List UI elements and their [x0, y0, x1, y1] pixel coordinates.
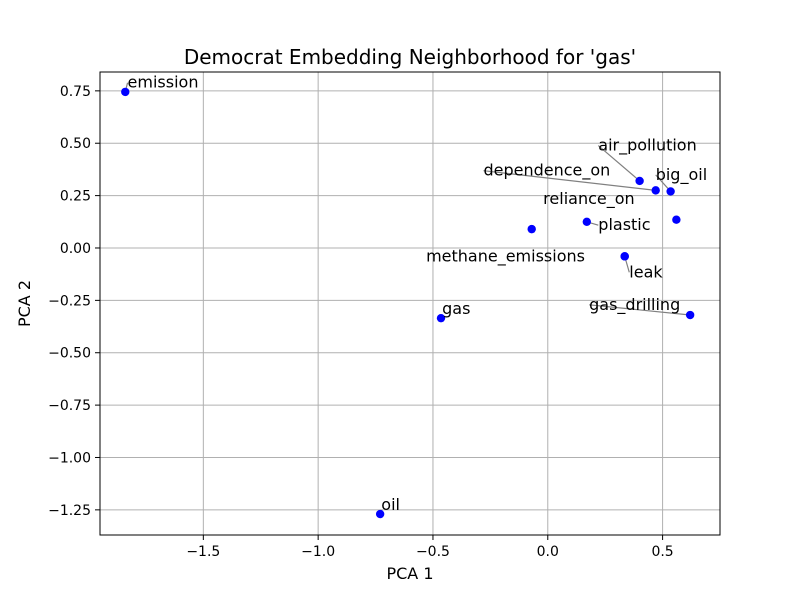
x-axis-ticks: −1.5 −1.0 −0.5 0.0 0.5: [186, 535, 674, 560]
data-point: [436, 313, 446, 323]
chart-title: Democrat Embedding Neighborhood for 'gas…: [184, 45, 636, 69]
data-point: [620, 252, 629, 261]
grid-lines: [100, 72, 720, 535]
x-tick-label: 0.5: [651, 544, 673, 560]
data-point: [527, 224, 536, 234]
data-point: [672, 215, 681, 224]
leader-line: [589, 304, 691, 316]
data-points: [121, 87, 695, 519]
point-label: dependence_on: [483, 161, 610, 181]
point-label: methane_emissions: [426, 247, 585, 267]
point-label: gas: [442, 299, 470, 318]
y-tick-label: −0.25: [48, 293, 91, 309]
point-label: plastic: [598, 215, 650, 234]
data-point: [582, 217, 592, 226]
y-tick-label: 0.50: [60, 136, 91, 152]
x-tick-label: −0.5: [416, 544, 450, 560]
point-label: gas_drilling: [589, 295, 680, 315]
point-labels: emission air_pollution big_oil dependence_o…: [128, 73, 708, 514]
x-tick-label: 0.0: [537, 544, 559, 560]
y-tick-label: −0.50: [48, 346, 91, 362]
y-tick-label: 0.00: [60, 241, 91, 257]
leader-line: [597, 145, 641, 182]
data-point: [375, 509, 385, 519]
x-axis-label: PCA 1: [386, 564, 433, 583]
data-point: [651, 186, 660, 195]
y-tick-label: −1.25: [48, 503, 91, 519]
y-tick-label: −0.75: [48, 398, 91, 414]
data-point: [666, 187, 675, 196]
y-tick-label: −1.00: [48, 450, 91, 466]
y-axis-ticks: 0.75 0.50 0.25 0.00 −0.25 −0.50 −0.75 −1.00 −1.2…: [48, 84, 100, 519]
data-point: [685, 310, 695, 320]
x-tick-label: −1.0: [301, 544, 335, 560]
plot-frame: [99, 71, 721, 536]
leader-line: [483, 170, 656, 191]
y-tick-label: 0.25: [60, 189, 91, 205]
point-label: big_oil: [656, 165, 707, 185]
point-label: leak: [629, 262, 663, 281]
point-label: oil: [381, 495, 400, 514]
x-tick-label: −1.5: [186, 544, 220, 560]
y-axis-label: PCA 2: [15, 280, 34, 327]
point-label: reliance_on: [543, 189, 634, 209]
data-point: [635, 176, 644, 186]
data-point: [121, 87, 130, 97]
point-label: air_pollution: [598, 136, 696, 156]
point-label: emission: [128, 73, 199, 92]
y-tick-label: 0.75: [60, 84, 91, 100]
